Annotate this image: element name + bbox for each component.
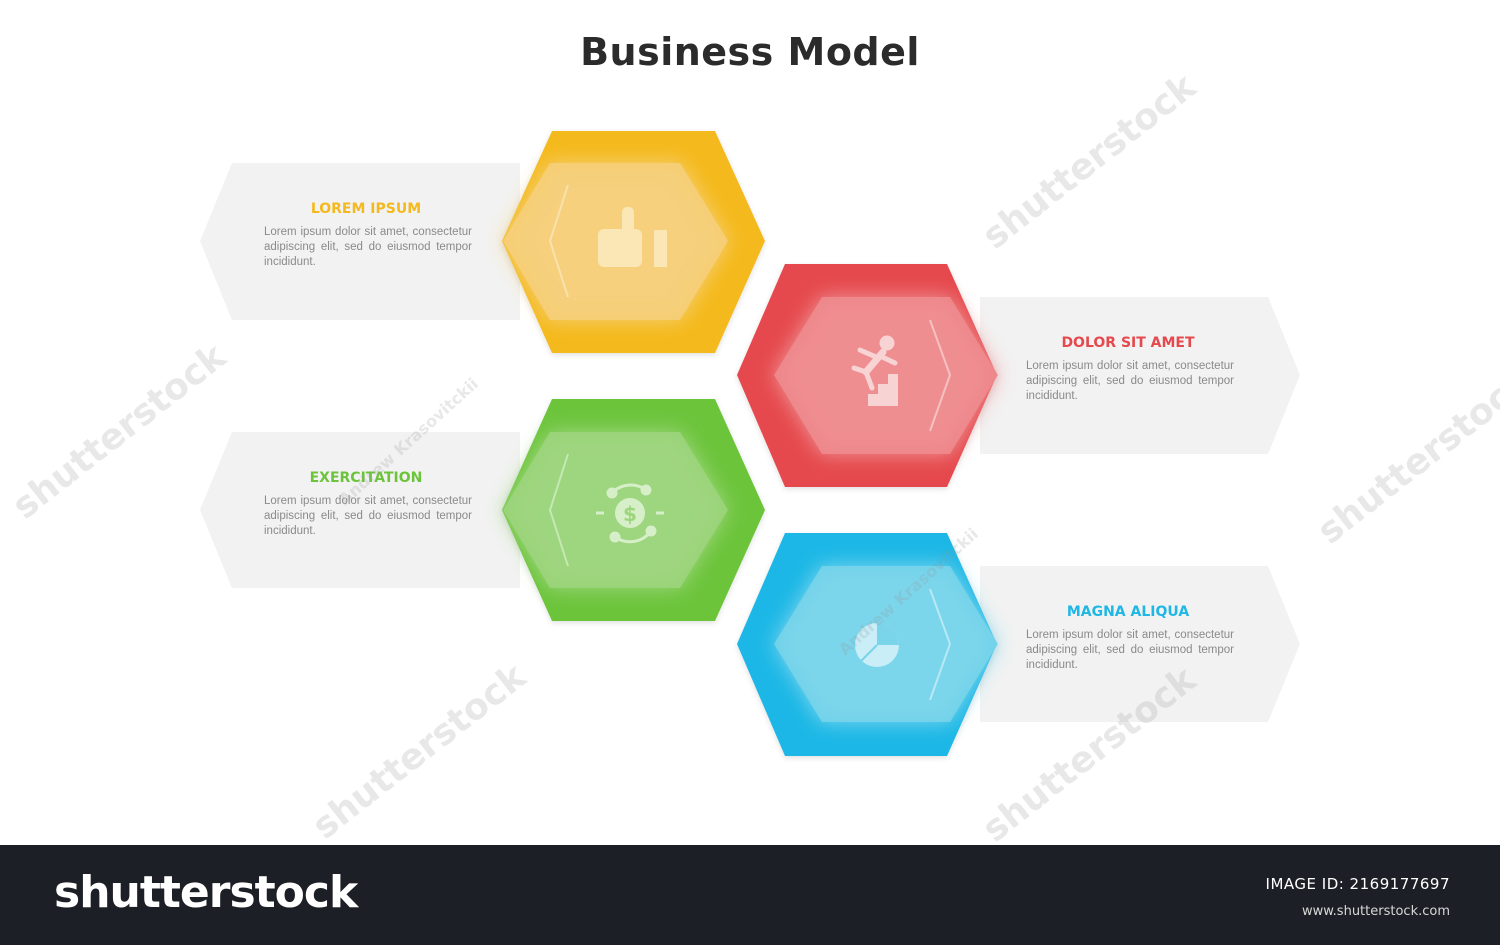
card-4-banner	[980, 566, 1300, 722]
card-1-body: Lorem ipsum dolor sit amet, consectetur …	[264, 226, 472, 268]
hexagon-2	[737, 264, 998, 487]
thumbs-up-icon	[598, 207, 667, 267]
card-4-heading: MAGNA ALIQUA	[1066, 604, 1190, 620]
diagram-graphic: $	[200, 131, 1300, 756]
card-4-body: Lorem ipsum dolor sit amet, consectetur …	[1026, 629, 1234, 671]
card-2-body: Lorem ipsum dolor sit amet, consectetur …	[1026, 360, 1234, 402]
hexagon-3-inner-outline	[548, 453, 569, 567]
hexagon-2-glass	[774, 297, 998, 454]
dollar-network-icon: $	[596, 483, 664, 544]
footer-bar: shutterstock IMAGE ID: 2169177697 www.sh…	[0, 845, 1500, 945]
climbing-stairs-icon	[851, 335, 898, 406]
footer-image-id: IMAGE ID: 2169177697	[1265, 875, 1450, 893]
footer-url: www.shutterstock.com	[1301, 904, 1450, 919]
card-3-body: Lorem ipsum dolor sit amet, consectetur …	[264, 495, 472, 537]
hexagon-2-inner-outline	[929, 319, 952, 432]
card-3-banner	[200, 432, 520, 588]
card-1-heading: LOREM IPSUM	[310, 201, 422, 217]
svg-text:$: $	[623, 502, 637, 526]
card-3-heading: EXERCITATION	[309, 470, 423, 486]
hexagon-3: $	[502, 399, 765, 621]
page-title: Business Model	[580, 30, 920, 74]
card-1-banner	[200, 163, 520, 320]
hexagon-1-inner-outline	[548, 184, 569, 298]
hexagon-4	[737, 533, 998, 756]
card-2-heading: DOLOR SIT AMET	[1061, 335, 1195, 351]
pie-chart-icon	[855, 623, 899, 667]
hexagon-4-inner-outline	[929, 588, 952, 701]
diagram-canvas: Business Model	[5, 30, 1500, 850]
card-2-banner	[980, 297, 1300, 454]
hexagon-1	[502, 131, 765, 353]
footer-logo: shutterstock	[54, 867, 358, 918]
